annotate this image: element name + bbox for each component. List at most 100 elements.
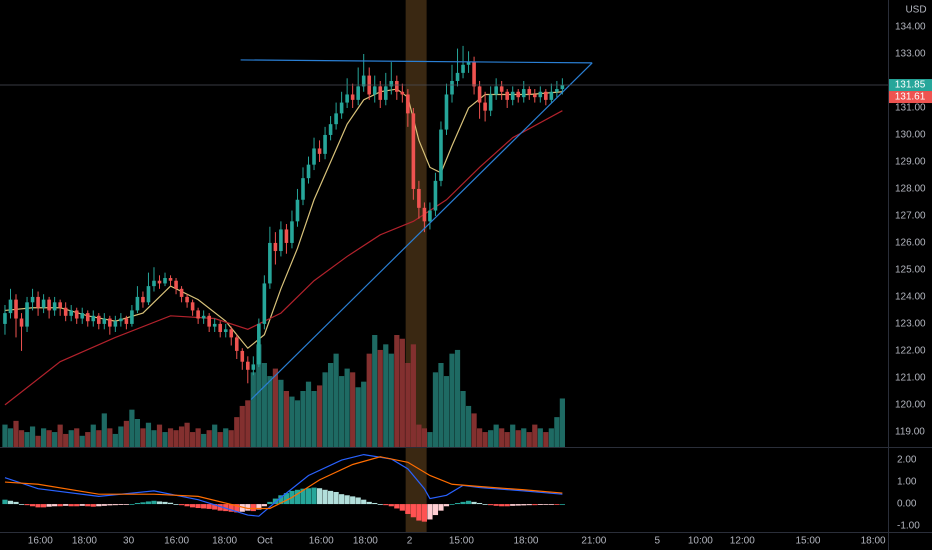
volume-bar	[250, 372, 256, 447]
volume-bar	[228, 430, 234, 447]
candle-body	[190, 302, 195, 311]
candle-body	[223, 329, 228, 333]
volume-bar	[256, 344, 262, 447]
y-tick-label: 0.00	[897, 499, 917, 510]
price-label-box	[889, 91, 932, 104]
candle-body	[494, 86, 498, 95]
histogram-bar	[140, 502, 146, 505]
y-tick-label: 124.00	[895, 292, 926, 303]
histogram-bar	[526, 504, 532, 506]
histogram-bar	[294, 489, 301, 505]
y-tick-label: -1.00	[897, 521, 920, 532]
volume-bar	[532, 424, 538, 447]
x-tick-label: Oct	[257, 536, 273, 547]
histogram-bar	[283, 493, 290, 505]
histogram-bar	[184, 504, 190, 507]
volume-bar	[162, 432, 168, 447]
volume-bar	[443, 376, 450, 447]
histogram-bar	[35, 504, 41, 508]
histogram-bar	[24, 504, 30, 506]
volume-bar	[405, 363, 411, 447]
candle-body	[290, 221, 294, 243]
candle-body	[544, 91, 548, 100]
volume-bar	[173, 430, 179, 447]
volume-bar	[554, 417, 560, 447]
volume-bar	[482, 432, 488, 447]
histogram-bar	[350, 496, 356, 505]
volume-bar	[7, 428, 14, 447]
volume-bar	[278, 379, 284, 447]
y-tick-label: 130.00	[895, 130, 926, 141]
x-tick-label: 18:00	[72, 536, 97, 547]
volume-bar	[68, 430, 74, 447]
volume-bar	[372, 335, 378, 447]
candle-body	[395, 80, 399, 92]
histogram-bar	[488, 504, 494, 506]
candle-body	[433, 180, 438, 211]
candle-body	[113, 321, 118, 327]
candle-body	[538, 91, 543, 98]
y-tick-label: 125.00	[895, 265, 926, 276]
x-tick-label: 21:00	[581, 536, 606, 547]
volume-bar	[29, 426, 36, 447]
volume-bar	[454, 349, 461, 447]
candle-body	[273, 242, 278, 252]
candle-body	[96, 315, 101, 324]
candle-body	[262, 283, 267, 324]
histogram-bar	[322, 489, 328, 505]
histogram-bar	[333, 491, 339, 505]
histogram-bar	[460, 501, 466, 505]
histogram-bar	[339, 494, 345, 505]
candle-body	[334, 113, 338, 125]
y-tick-label: 120.00	[895, 400, 926, 411]
histogram-bar	[377, 504, 383, 505]
volume-bar	[223, 428, 229, 447]
volume-bar	[63, 433, 69, 447]
histogram-bar	[366, 501, 372, 505]
signal-line	[4, 456, 563, 510]
volume-bar	[107, 428, 113, 447]
volume-bar	[438, 363, 444, 447]
histogram-bar	[559, 504, 565, 505]
histogram-bar	[361, 499, 367, 505]
candle-body	[251, 364, 256, 370]
y-tick-label: 2.00	[897, 455, 917, 466]
volume-bar	[521, 428, 527, 447]
candle-body	[417, 188, 421, 208]
candle-body	[3, 313, 7, 324]
histogram-bar	[118, 504, 124, 505]
histogram-bar	[311, 487, 317, 505]
histogram-bar	[344, 495, 350, 505]
histogram-bar	[256, 504, 262, 510]
histogram-bar	[234, 504, 240, 513]
x-tick-label: 18:00	[513, 536, 538, 547]
histogram-bar	[449, 504, 455, 505]
volume-bar	[388, 353, 394, 447]
candle-body	[163, 278, 167, 284]
candle-body	[8, 299, 13, 314]
volume-bar	[35, 435, 41, 447]
histogram-bar	[510, 504, 516, 506]
histogram-bar	[212, 504, 218, 510]
histogram-bar	[300, 488, 306, 505]
candle-body	[361, 75, 366, 87]
session-highlight	[405, 0, 427, 532]
histogram-bar	[327, 490, 334, 505]
histogram-bar	[18, 504, 25, 505]
candle-body	[185, 296, 189, 303]
histogram-bar	[112, 504, 118, 506]
histogram-bar	[278, 495, 284, 505]
candle-body	[378, 86, 383, 100]
candle-body	[510, 91, 515, 100]
volume-bar	[112, 433, 118, 447]
volume-bar	[394, 335, 400, 447]
histogram-bar	[239, 504, 245, 512]
y-tick-label: 127.00	[895, 211, 926, 222]
volume-bar	[239, 405, 245, 447]
volume-bar	[145, 422, 152, 447]
candle-body	[47, 299, 51, 311]
candle-body	[218, 323, 223, 333]
candle-body	[36, 296, 40, 308]
volume-bar	[350, 372, 356, 447]
x-tick-label: 5	[655, 536, 661, 547]
